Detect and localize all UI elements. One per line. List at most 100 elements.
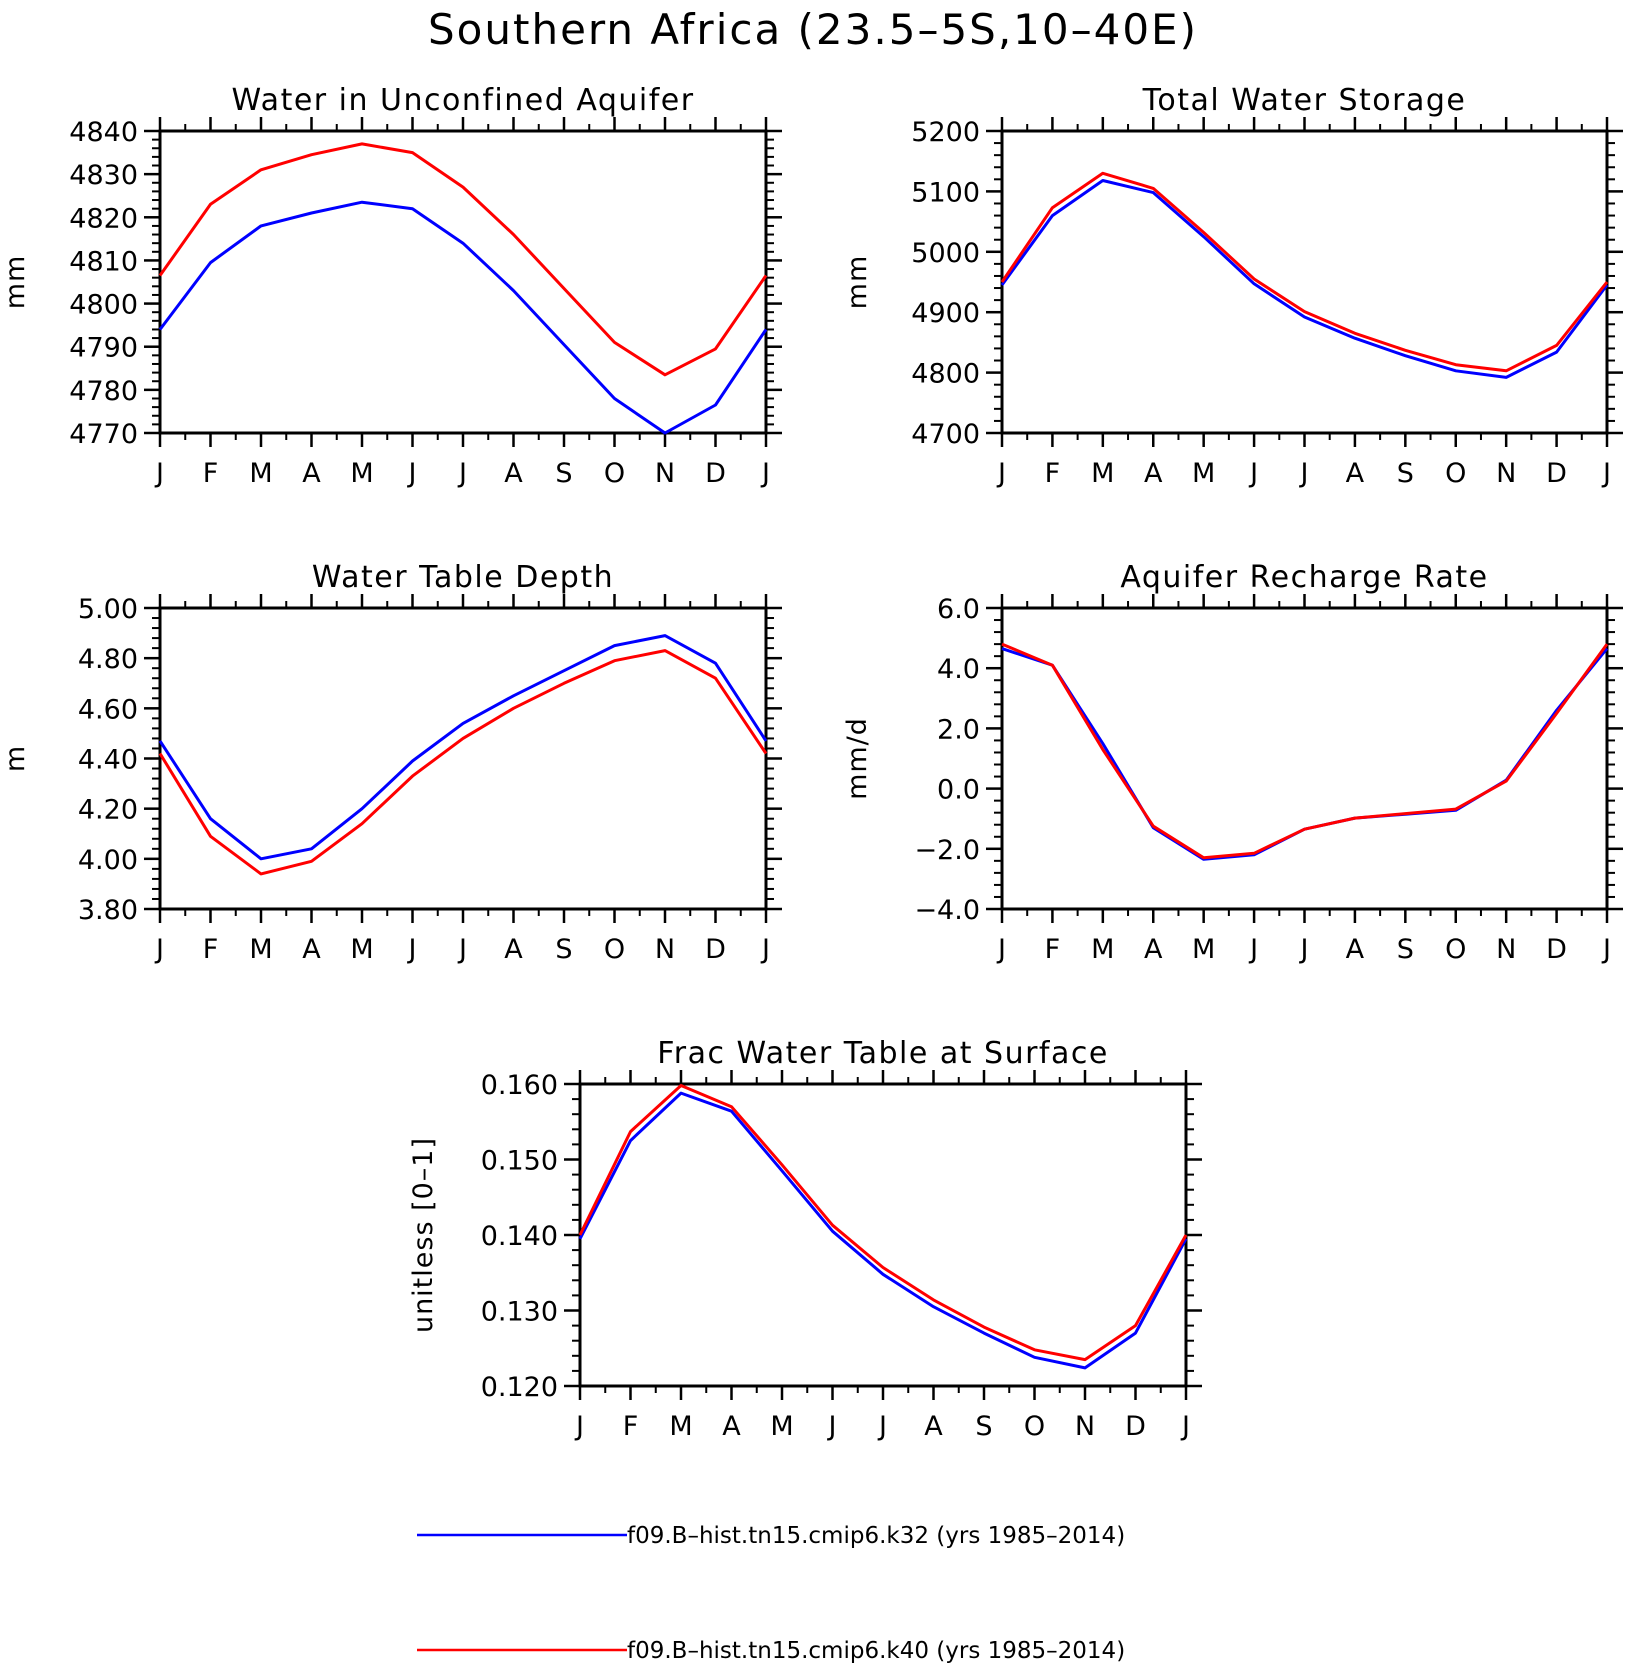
x-tick-label: M: [669, 1411, 692, 1442]
x-tick-label: S: [555, 934, 572, 965]
panel-title: Water Table Depth: [312, 560, 614, 595]
y-tick-label: 5.00: [78, 594, 138, 625]
y-tick-label: 4.60: [78, 694, 138, 725]
x-tick-label: A: [722, 1411, 741, 1442]
x-tick-label: J: [760, 458, 770, 489]
y-axis-label: unitless [0–1]: [408, 1137, 439, 1333]
y-tick-label: −2.0: [914, 835, 980, 866]
y-tick-label: 0.150: [481, 1146, 558, 1177]
series-k32-line: [1000, 179, 1609, 379]
y-tick-label: 4840: [69, 117, 138, 148]
x-tick-label: D: [1125, 1411, 1146, 1442]
y-tick-label: 4810: [69, 246, 138, 277]
series-k32-line: [578, 1091, 1188, 1370]
panel-title: Water in Unconfined Aquifer: [231, 83, 694, 118]
x-tick-label: J: [457, 458, 467, 489]
x-tick-label: A: [1144, 458, 1163, 489]
x-tick-label: J: [996, 934, 1006, 965]
x-tick-label: N: [1496, 934, 1516, 965]
x-tick-label: J: [996, 458, 1006, 489]
x-tick-label: F: [203, 934, 219, 965]
y-tick-label: 6.0: [937, 594, 980, 625]
x-tick-label: A: [504, 458, 523, 489]
x-tick-label: F: [1045, 934, 1061, 965]
plot-frame: [1000, 606, 1609, 911]
x-tick-label: M: [1192, 934, 1215, 965]
y-tick-label: 0.0: [937, 775, 980, 806]
x-tick-label: D: [705, 458, 726, 489]
y-axis-label: mm: [842, 255, 873, 310]
y-tick-label: 4.40: [78, 745, 138, 776]
series-k40-line: [578, 1084, 1188, 1362]
x-tick-label: O: [604, 934, 625, 965]
x-tick-label: N: [655, 934, 675, 965]
y-tick-label: 4770: [69, 419, 138, 450]
x-tick-label: J: [877, 1411, 887, 1442]
series-k40-line: [1000, 171, 1609, 373]
x-tick-label: S: [975, 1411, 992, 1442]
x-tick-label: J: [1601, 934, 1611, 965]
y-tick-label: 4800: [911, 359, 980, 390]
panel-title: Aquifer Recharge Rate: [1120, 560, 1488, 595]
panel-title: Frac Water Table at Surface: [657, 1036, 1109, 1071]
x-tick-label: J: [760, 934, 770, 965]
y-tick-label: 4790: [69, 333, 138, 364]
y-tick-label: −4.0: [914, 895, 980, 926]
y-tick-label: 4780: [69, 376, 138, 407]
x-tick-label: J: [827, 1411, 837, 1442]
y-tick-label: 5100: [911, 177, 980, 208]
x-tick-label: J: [1180, 1411, 1190, 1442]
y-axis-label: mm: [0, 255, 31, 310]
x-tick-label: A: [504, 934, 523, 965]
x-tick-label: S: [1397, 458, 1414, 489]
x-tick-label: J: [1299, 934, 1309, 965]
y-tick-label: 5000: [911, 238, 980, 269]
x-tick-label: J: [154, 458, 164, 489]
panel-title: Total Water Storage: [1142, 83, 1467, 118]
x-tick-label: M: [770, 1411, 793, 1442]
series-k40-line: [158, 142, 768, 377]
y-tick-label: 4830: [69, 160, 138, 191]
y-tick-label: 4.80: [78, 644, 138, 675]
x-tick-label: M: [249, 458, 272, 489]
x-tick-label: J: [1248, 934, 1258, 965]
series-k32-line: [158, 634, 768, 861]
y-tick-label: 4900: [911, 298, 980, 329]
x-tick-label: N: [1075, 1411, 1095, 1442]
y-tick-label: 4700: [911, 419, 980, 450]
x-tick-label: O: [604, 458, 625, 489]
panel-frac-water-table-at-surface: J F M A M J J A S O N D J0.1600.1500.1400.1300.120Fr…: [408, 1036, 1202, 1442]
y-tick-label: 4800: [69, 290, 138, 321]
x-tick-label: M: [350, 458, 373, 489]
y-tick-label: 2.0: [937, 714, 980, 745]
series-k40-line: [1001, 642, 1609, 860]
x-tick-label: J: [1299, 458, 1309, 489]
y-tick-label: 0.130: [481, 1297, 558, 1328]
panel-water-table-depth: J F M A M J J A S O N D J5.004.804.604.404.204.003.8…: [0, 560, 782, 965]
y-tick-label: 4.20: [78, 795, 138, 826]
x-tick-label: J: [574, 1411, 584, 1442]
y-tick-label: 0.120: [481, 1372, 558, 1403]
x-tick-label: A: [302, 458, 321, 489]
plot-frame: [578, 1082, 1188, 1388]
x-tick-label: O: [1445, 934, 1466, 965]
x-tick-label: J: [407, 934, 417, 965]
y-axis-label: m: [0, 745, 31, 772]
x-tick-label: D: [1546, 458, 1567, 489]
x-tick-label: A: [1346, 458, 1365, 489]
x-tick-label: F: [623, 1411, 639, 1442]
plot-frame: [1000, 129, 1609, 435]
y-tick-label: 4.0: [937, 654, 980, 685]
x-tick-label: A: [302, 934, 321, 965]
series-k32-line: [158, 200, 768, 435]
panel-aquifer-recharge-rate: J F M A M J J A S O N D J6.04.02.00.0−2.0−4.0Aquifer…: [842, 560, 1623, 965]
x-tick-label: F: [203, 458, 219, 489]
y-tick-label: 4820: [69, 203, 138, 234]
y-tick-label: 0.160: [481, 1070, 558, 1101]
x-tick-label: J: [1601, 458, 1611, 489]
panel-water-in-unconfined-aquifer: J F M A M J J A S O N D J484048304820481048004790478…: [0, 83, 782, 489]
x-tick-label: S: [555, 458, 572, 489]
x-tick-label: A: [1144, 934, 1163, 965]
plot-frame: [158, 606, 768, 911]
